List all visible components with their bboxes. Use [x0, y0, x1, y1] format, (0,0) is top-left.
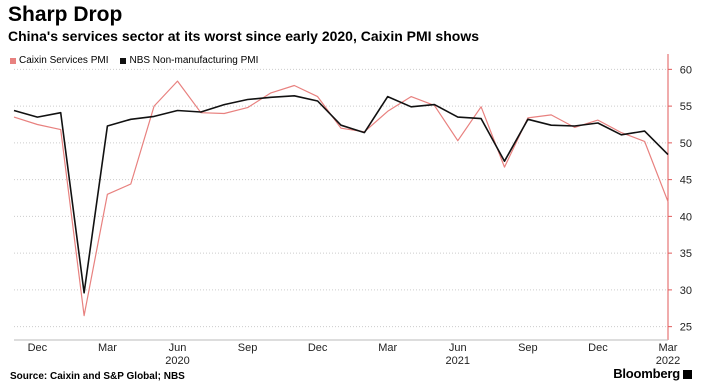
legend-label-nbs: NBS Non-manufacturing PMI [129, 55, 259, 66]
x-tick-label: Sep [518, 342, 538, 354]
legend-swatch-caixin [10, 57, 16, 64]
y-tick-label-55: 55 [680, 101, 692, 113]
x-year-label: 2020 [165, 355, 189, 367]
x-tick-label: Mar [98, 342, 117, 354]
series-line-nbs [13, 95, 669, 294]
y-tick-label-50: 50 [680, 138, 692, 150]
legend-item-nbs: NBS Non-manufacturing PMI [120, 55, 258, 66]
y-tick-label-30: 30 [680, 285, 692, 297]
brand-name: Bloomberg [613, 366, 680, 381]
legend-item-caixin: Caixin Services PMI [10, 55, 108, 66]
x-tick-label: Jun [449, 342, 467, 354]
y-tick-label-45: 45 [680, 175, 692, 187]
x-tick-label: Dec [28, 342, 48, 354]
y-tick-label-40: 40 [680, 211, 692, 223]
source-note: Source: Caixin and S&P Global; NBS [10, 371, 185, 382]
x-tick-label: Sep [238, 342, 258, 354]
x-tick-label: Mar [378, 342, 397, 354]
y-tick-label-25: 25 [680, 322, 692, 334]
x-tick-label: Jun [169, 342, 187, 354]
legend: Caixin Services PMI NBS Non-manufacturin… [10, 55, 270, 66]
chart-subtitle: China's services sector at its worst sin… [8, 28, 479, 44]
x-tick-label: Dec [308, 342, 328, 354]
y-tick-label-60: 60 [680, 64, 692, 76]
bloomberg-mark-icon [683, 370, 692, 379]
x-tick-label: Mar [659, 342, 678, 354]
y-tick-label-35: 35 [680, 248, 692, 260]
legend-swatch-nbs [120, 57, 127, 64]
legend-label-caixin: Caixin Services PMI [19, 55, 109, 66]
bloomberg-logo: Bloomberg [613, 366, 692, 381]
x-year-label: 2022 [656, 355, 680, 367]
x-tick-label: Dec [588, 342, 608, 354]
x-year-label: 2021 [446, 355, 470, 367]
chart-title: Sharp Drop [8, 3, 123, 26]
series-line-caixin [13, 80, 669, 317]
